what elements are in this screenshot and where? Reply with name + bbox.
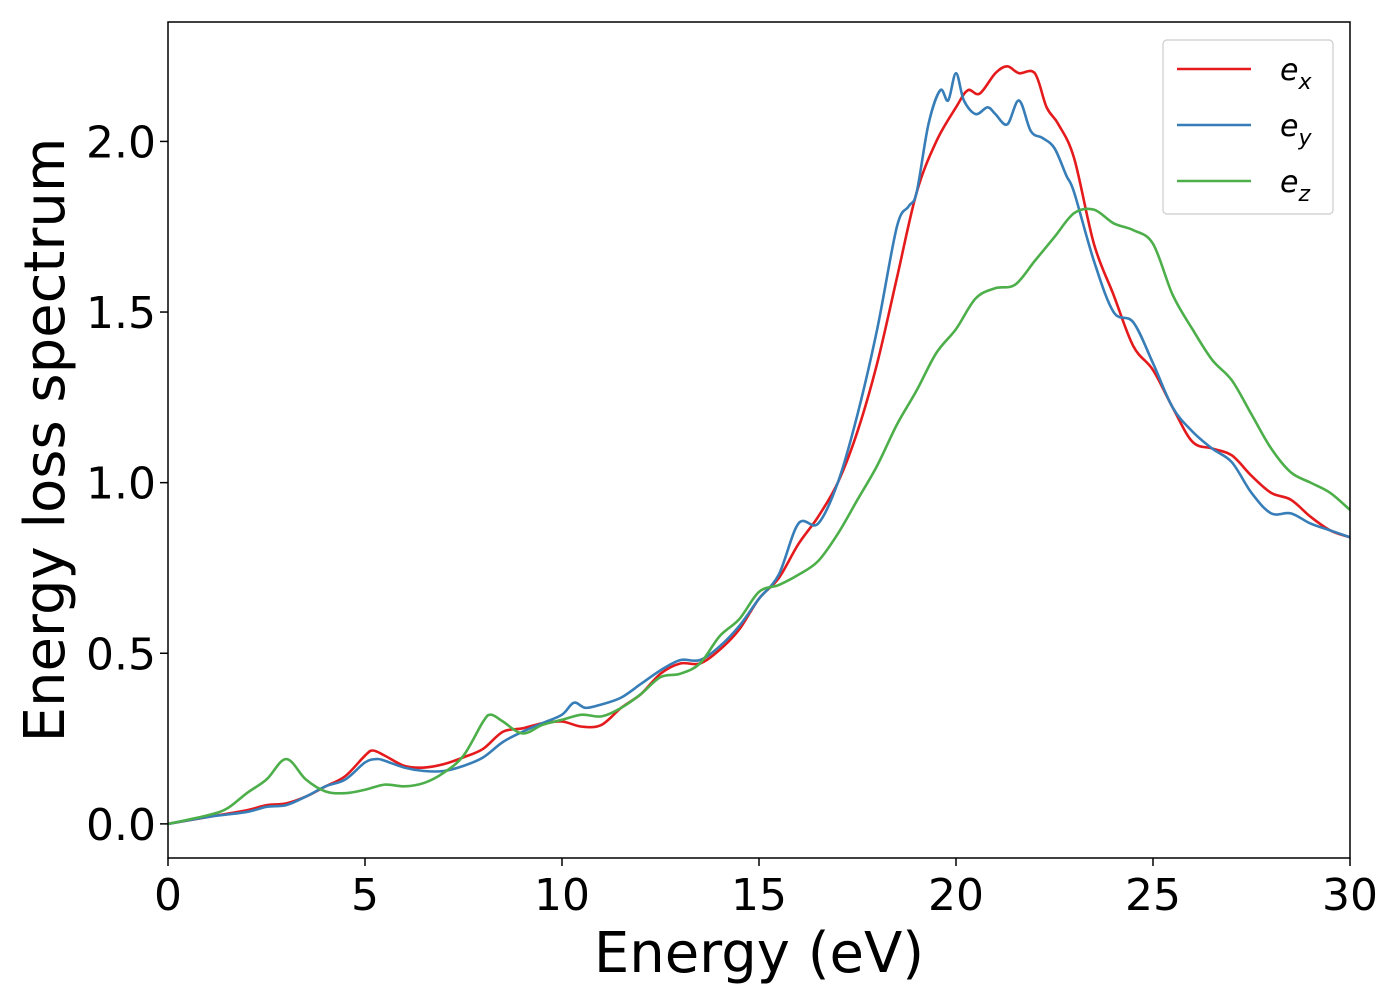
y-tick-label: 2.0 (86, 117, 156, 168)
plot-area (168, 22, 1350, 858)
x-tick-label: 10 (534, 870, 590, 921)
y-tick-label: 1.5 (86, 288, 156, 339)
y-axis-title: Energy loss spectrum (13, 138, 78, 743)
y-tick-label: 0.5 (86, 629, 156, 680)
x-tick-label: 25 (1125, 870, 1181, 921)
legend-box (1162, 39, 1334, 215)
y-axis: 0.0 0.5 1.0 1.5 2.0 (86, 117, 168, 851)
series-line-x (168, 65, 1350, 826)
x-tick-label: 5 (351, 870, 379, 921)
series-lines (168, 65, 1350, 826)
x-tick-label: 20 (928, 870, 984, 921)
x-tick-label: 0 (154, 870, 182, 921)
y-tick-label: 0.0 (86, 800, 156, 851)
x-tick-label: 15 (731, 870, 787, 921)
x-axis-title: Energy (eV) (594, 921, 924, 986)
x-tick-label: 30 (1322, 870, 1378, 921)
series-line-z (168, 207, 1350, 826)
x-axis: 0 5 10 15 20 25 30 (154, 858, 1378, 921)
y-tick-label: 1.0 (86, 459, 156, 510)
series-line-y (168, 71, 1350, 826)
